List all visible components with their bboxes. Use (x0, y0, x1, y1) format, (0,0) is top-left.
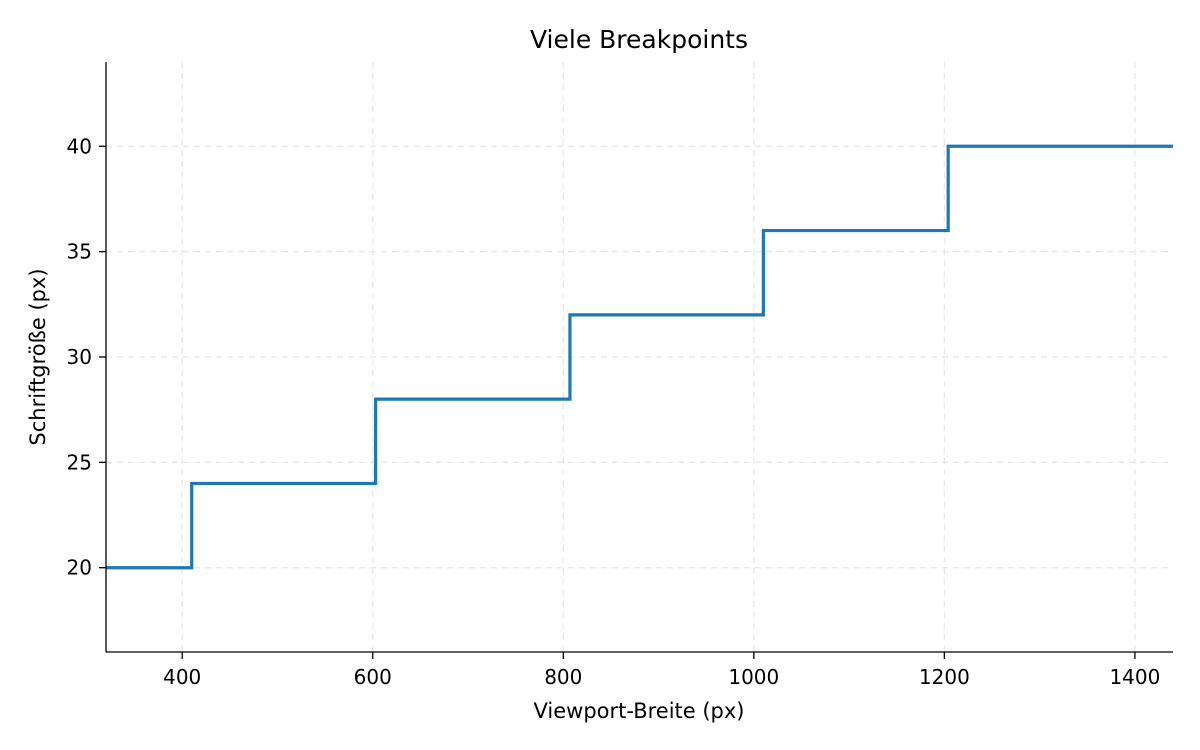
x-tick-label: 800 (544, 665, 582, 689)
y-tick-label: 40 (67, 134, 92, 158)
x-tick-label: 400 (163, 665, 201, 689)
y-tick-label: 25 (67, 450, 92, 474)
x-tick-label: 1400 (1109, 665, 1160, 689)
series-line-0 (106, 144, 1173, 570)
series-layer (106, 144, 1173, 570)
grid (106, 62, 1173, 652)
y-ticks: 20 25 30 35 40 (67, 134, 106, 580)
x-axis-label: Viewport-Breite (px) (533, 699, 744, 723)
x-ticks: 400 600 800 1000 1200 1400 (163, 652, 1160, 689)
y-tick-label: 35 (67, 240, 92, 264)
chart-title: Viele Breakpoints (530, 25, 748, 54)
y-tick-label: 20 (67, 556, 92, 580)
y-axis-label: Schriftgröße (px) (26, 268, 50, 445)
x-tick-label: 600 (354, 665, 392, 689)
y-tick-label: 30 (67, 345, 92, 369)
x-tick-label: 1200 (919, 665, 970, 689)
x-tick-label: 1000 (728, 665, 779, 689)
